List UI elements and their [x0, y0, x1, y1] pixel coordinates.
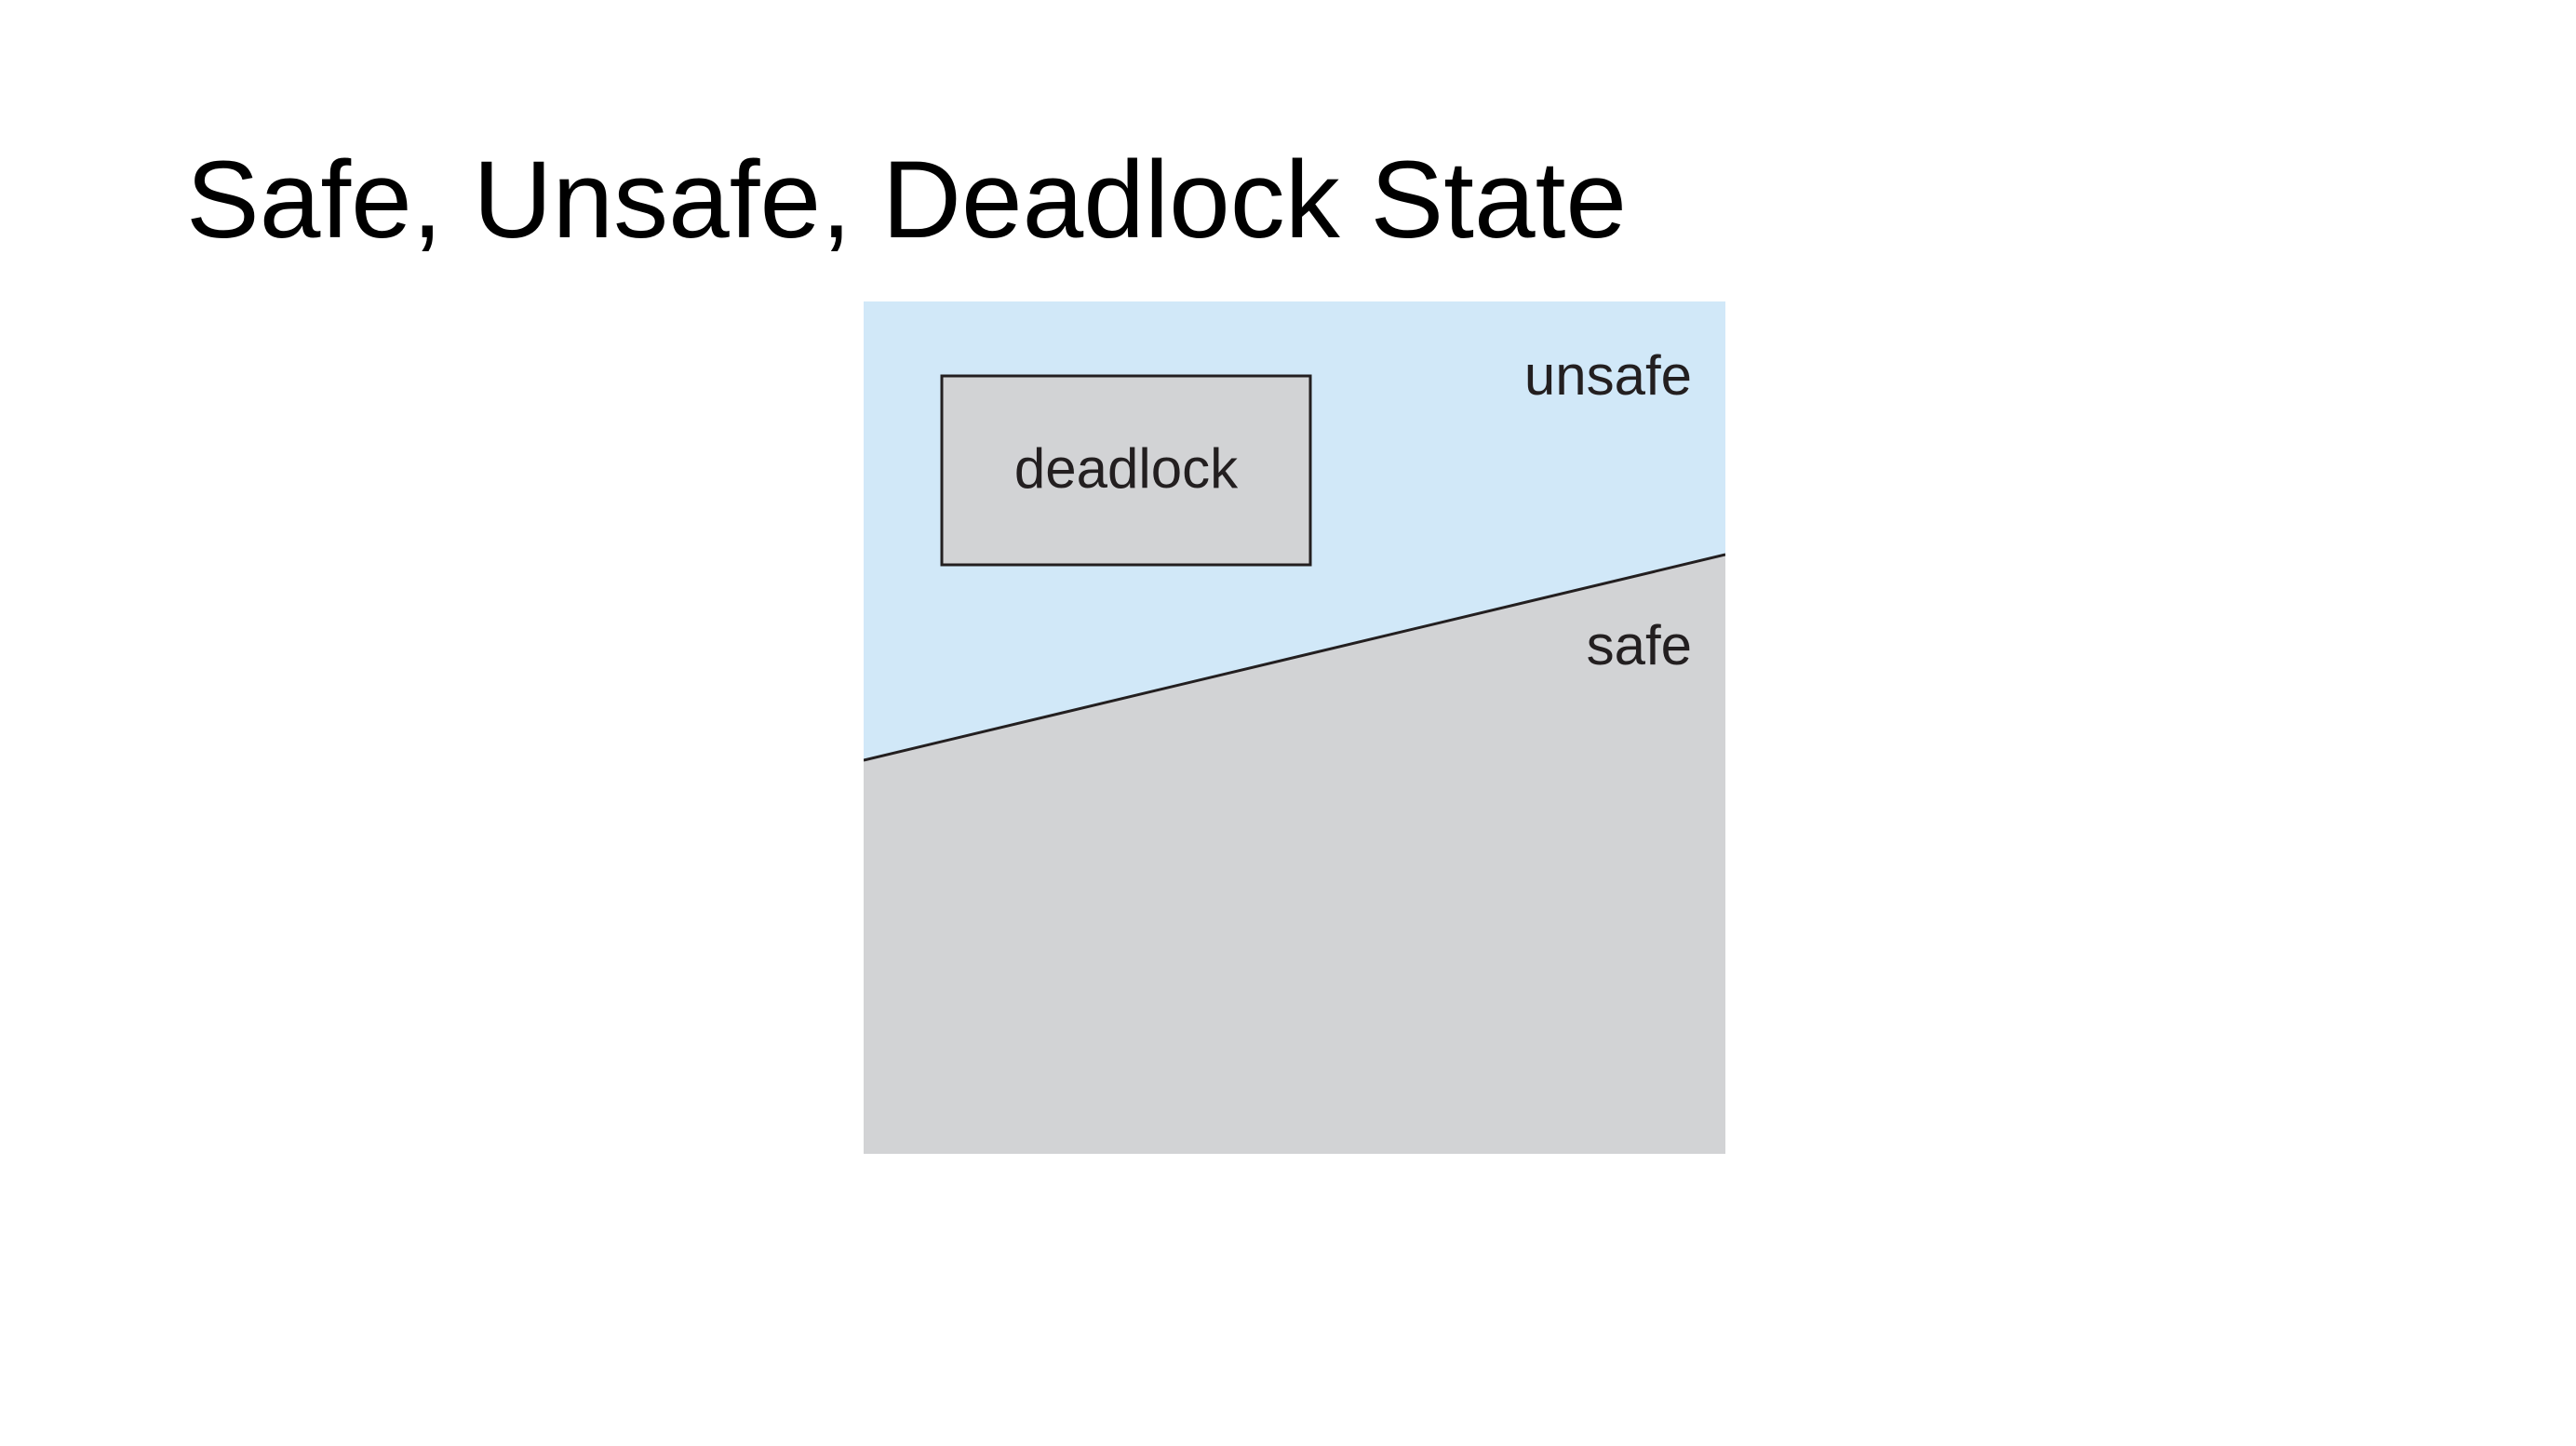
safe-label: safe	[1587, 614, 1692, 676]
safe-region	[864, 555, 1725, 1154]
deadlock-label: deadlock	[1014, 437, 1239, 500]
deadlock-region	[940, 374, 1312, 567]
state-diagram: deadlock unsafe safe	[864, 301, 1725, 1154]
state-diagram-svg: deadlock unsafe safe	[864, 301, 1725, 1154]
slide-title: Safe, Unsafe, Deadlock State	[186, 139, 1628, 261]
unsafe-label: unsafe	[1524, 344, 1692, 407]
safe-unsafe-boundary	[864, 553, 1725, 762]
